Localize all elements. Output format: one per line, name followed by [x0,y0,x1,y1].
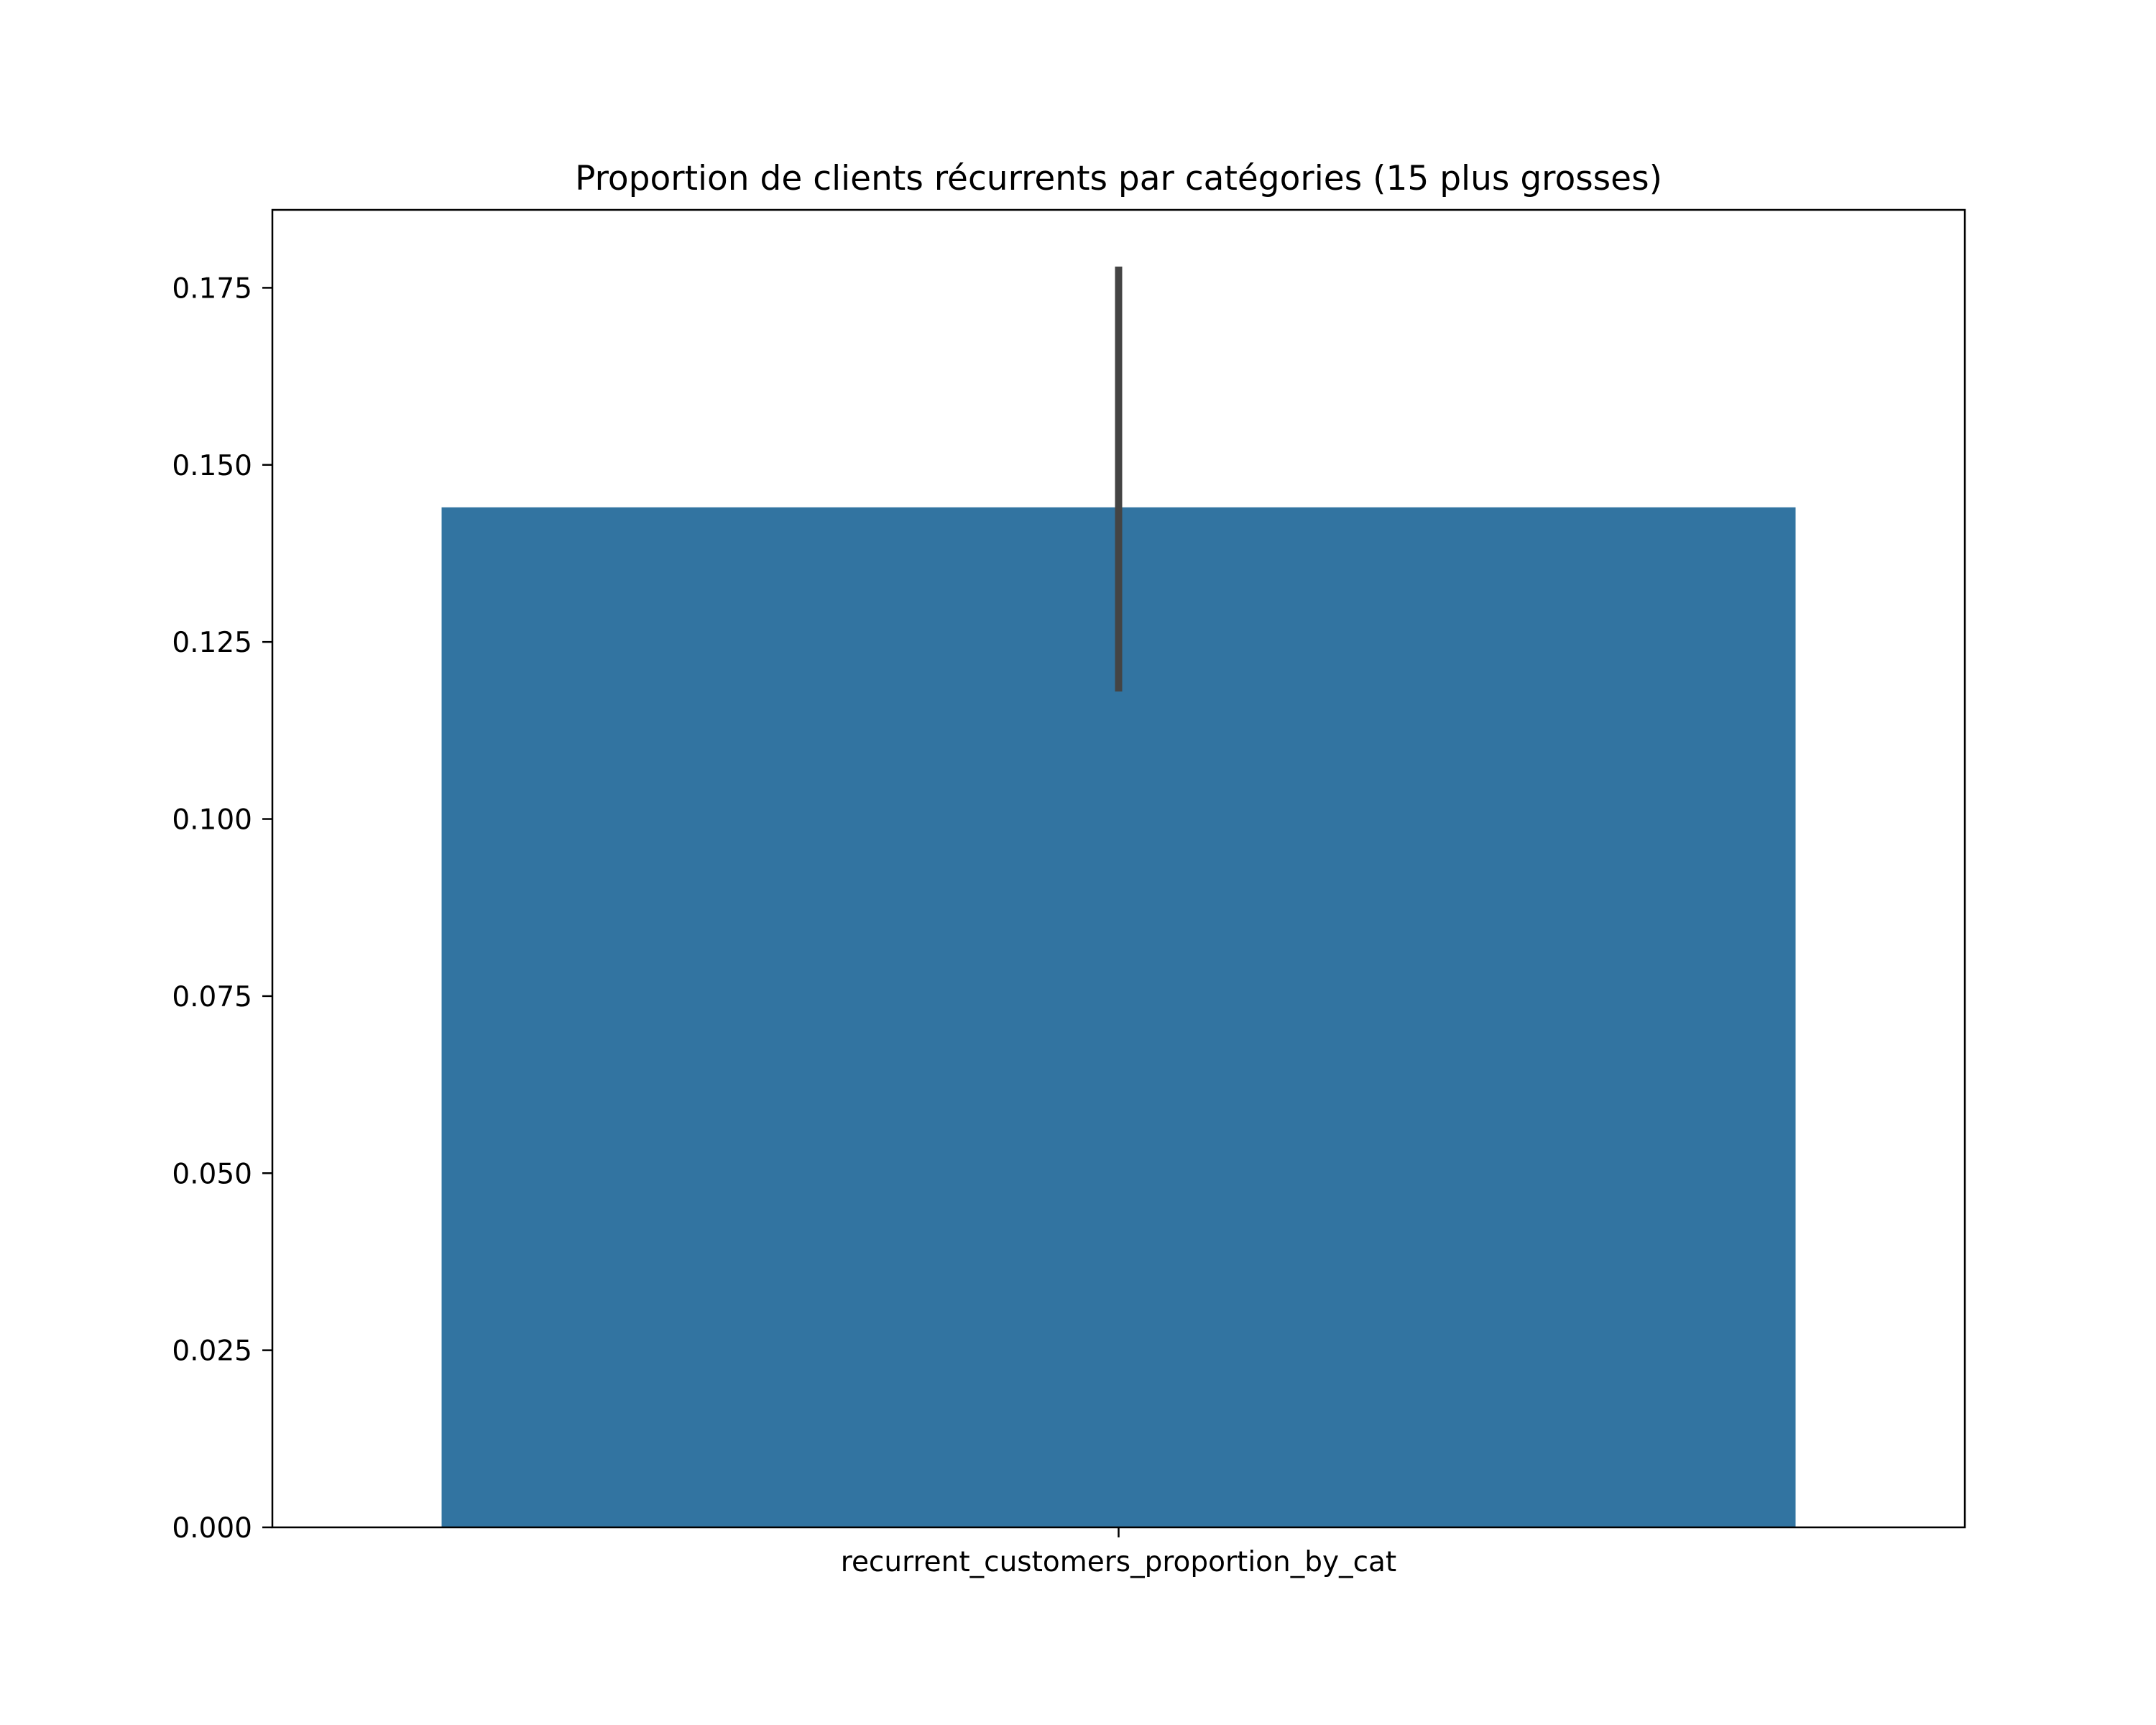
y-tick-label: 0.175 [172,272,252,305]
axes-frame [271,208,1966,1529]
y-tick-label: 0.050 [172,1158,252,1190]
y-tick-label: 0.075 [172,981,252,1013]
chart-title: Proportion de clients récurrents par cat… [575,159,1662,198]
x-tick-label: recurrent_customers_proportion_by_cat [841,1546,1396,1578]
y-tick-label: 0.000 [172,1512,252,1545]
y-tick-label: 0.100 [172,804,252,837]
y-tick-label: 0.025 [172,1335,252,1368]
y-tick-label: 0.150 [172,450,252,482]
y-tick-label: 0.125 [172,627,252,659]
plot-area: recurrent_customers_proportion_by_cat 0.0… [172,208,1966,1578]
